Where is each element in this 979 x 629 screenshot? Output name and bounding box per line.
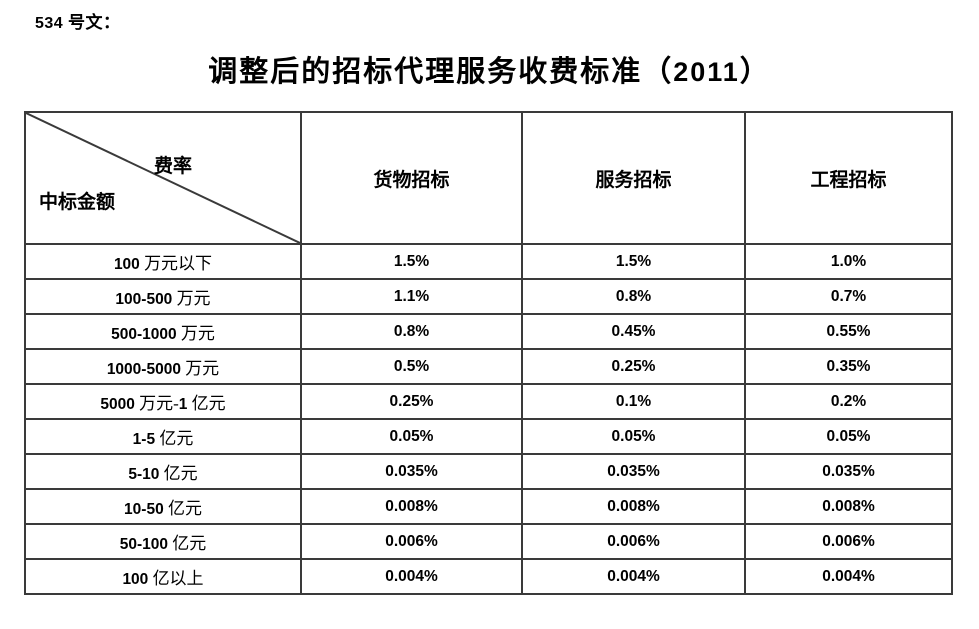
fee-value-cell: 0.004% xyxy=(521,558,746,595)
fee-value-cell: 0.004% xyxy=(300,558,523,595)
row-label-bid-amount-range: 10-50 亿元 xyxy=(24,488,302,525)
fee-value-cell: 1.1% xyxy=(300,278,523,315)
fee-value-cell: 0.2% xyxy=(744,383,953,420)
fee-value-cell: 0.006% xyxy=(300,523,523,560)
fee-value-cell: 0.035% xyxy=(300,453,523,490)
fee-value-cell: 0.1% xyxy=(521,383,746,420)
row-label-bid-amount-range: 50-100 亿元 xyxy=(24,523,302,560)
fee-value-cell: 0.008% xyxy=(521,488,746,525)
fee-value-cell: 0.008% xyxy=(300,488,523,525)
row-label-bid-amount-range: 500-1000 万元 xyxy=(24,313,302,350)
corner-label-bid-amount: 中标金额 xyxy=(39,192,116,213)
row-label-bid-amount-range: 5000 万元-1 亿元 xyxy=(24,383,302,420)
column-header-engineering-bidding: 工程招标 xyxy=(744,111,953,245)
row-label-bid-amount-range: 100 亿以上 xyxy=(24,558,302,595)
fee-rate-table: 费率 中标金额 货物招标 服务招标 工程招标 100 万元以下 1.5% 1.5% 1… xyxy=(24,111,953,595)
table-row: 100 亿以上 0.004% 0.004% 0.004% xyxy=(24,558,953,595)
fee-value-cell: 0.008% xyxy=(744,488,953,525)
fee-value-cell: 0.006% xyxy=(521,523,746,560)
table-row: 10-50 亿元 0.008% 0.008% 0.008% xyxy=(24,488,953,525)
page-title: 调整后的招标代理服务收费标准（2011） xyxy=(208,56,771,88)
corner-label-rate: 费率 xyxy=(154,156,193,177)
table-row: 5-10 亿元 0.035% 0.035% 0.035% xyxy=(24,453,953,490)
fee-value-cell: 0.035% xyxy=(521,453,746,490)
header-row: 费率 中标金额 货物招标 服务招标 工程招标 xyxy=(24,111,953,245)
row-label-bid-amount-range: 5-10 亿元 xyxy=(24,453,302,490)
column-header-goods-bidding: 货物招标 xyxy=(300,111,523,245)
column-header-service-bidding: 服务招标 xyxy=(521,111,746,245)
fee-value-cell: 0.55% xyxy=(744,313,953,350)
doc-number-label: 534 号文： xyxy=(35,13,121,32)
table-row: 5000 万元-1 亿元 0.25% 0.1% 0.2% xyxy=(24,383,953,420)
fee-value-cell: 0.45% xyxy=(521,313,746,350)
fee-value-cell: 1.5% xyxy=(521,243,746,280)
fee-value-cell: 0.8% xyxy=(300,313,523,350)
table-row: 100 万元以下 1.5% 1.5% 1.0% xyxy=(24,243,953,280)
diagonal-corner-cell: 费率 中标金额 xyxy=(24,111,302,245)
row-label-bid-amount-range: 1-5 亿元 xyxy=(24,418,302,455)
table-row: 100-500 万元 1.1% 0.8% 0.7% xyxy=(24,278,953,315)
fee-value-cell: 0.7% xyxy=(744,278,953,315)
fee-value-cell: 0.035% xyxy=(744,453,953,490)
row-label-bid-amount-range: 100 万元以下 xyxy=(24,243,302,280)
row-label-bid-amount-range: 100-500 万元 xyxy=(24,278,302,315)
fee-value-cell: 0.006% xyxy=(744,523,953,560)
diagonal-line xyxy=(26,113,300,243)
fee-value-cell: 1.0% xyxy=(744,243,953,280)
fee-value-cell: 0.25% xyxy=(300,383,523,420)
fee-value-cell: 0.004% xyxy=(744,558,953,595)
fee-value-cell: 0.35% xyxy=(744,348,953,385)
fee-value-cell: 0.25% xyxy=(521,348,746,385)
row-label-bid-amount-range: 1000-5000 万元 xyxy=(24,348,302,385)
fee-value-cell: 1.5% xyxy=(300,243,523,280)
table-row: 50-100 亿元 0.006% 0.006% 0.006% xyxy=(24,523,953,560)
table-row: 1-5 亿元 0.05% 0.05% 0.05% xyxy=(24,418,953,455)
fee-value-cell: 0.05% xyxy=(521,418,746,455)
fee-value-cell: 0.05% xyxy=(744,418,953,455)
table-row: 1000-5000 万元 0.5% 0.25% 0.35% xyxy=(24,348,953,385)
fee-value-cell: 0.05% xyxy=(300,418,523,455)
table-row: 500-1000 万元 0.8% 0.45% 0.55% xyxy=(24,313,953,350)
fee-value-cell: 0.8% xyxy=(521,278,746,315)
fee-table-body: 100 万元以下 1.5% 1.5% 1.0% 100-500 万元 1.1% 0.8% 0.… xyxy=(24,243,953,595)
fee-value-cell: 0.5% xyxy=(300,348,523,385)
